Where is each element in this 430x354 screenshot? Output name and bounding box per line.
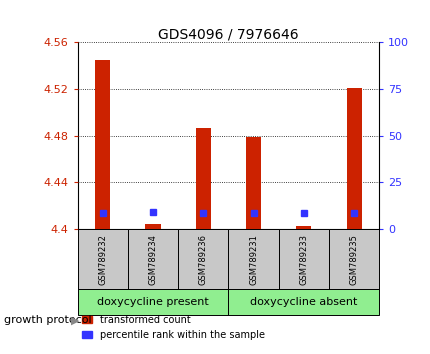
Bar	[95, 60, 110, 229]
Text: growth protocol: growth protocol	[4, 315, 92, 325]
Bar	[295, 225, 310, 229]
Text: ▶: ▶	[71, 315, 80, 325]
Bar	[278, 229, 328, 289]
Bar	[346, 88, 361, 229]
Text: GSM789235: GSM789235	[349, 234, 358, 285]
Bar	[246, 137, 261, 229]
Bar	[228, 229, 278, 289]
Bar	[328, 229, 378, 289]
Bar	[77, 289, 228, 314]
Text: GSM789233: GSM789233	[299, 234, 307, 285]
Title: GDS4096 / 7976646: GDS4096 / 7976646	[158, 27, 298, 41]
Bar	[195, 128, 210, 229]
Text: GSM789231: GSM789231	[249, 234, 258, 285]
Bar	[128, 229, 178, 289]
Bar	[145, 224, 160, 229]
Bar	[178, 229, 228, 289]
Text: GSM789236: GSM789236	[198, 234, 207, 285]
Text: doxycycline present: doxycycline present	[97, 297, 209, 307]
Bar	[228, 289, 378, 314]
Legend: transformed count, percentile rank within the sample: transformed count, percentile rank withi…	[82, 315, 264, 339]
Bar	[77, 229, 128, 289]
Text: GSM789232: GSM789232	[98, 234, 107, 285]
Text: GSM789234: GSM789234	[148, 234, 157, 285]
Text: doxycycline absent: doxycycline absent	[249, 297, 357, 307]
